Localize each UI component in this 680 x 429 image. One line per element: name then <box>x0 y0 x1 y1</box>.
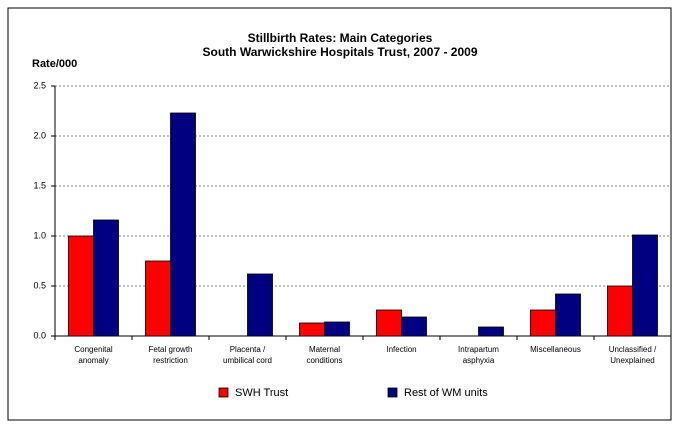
bar <box>555 293 581 337</box>
x-tick-label: anomaly <box>78 356 108 365</box>
y-axis-label: Rate/000 <box>32 58 77 70</box>
y-tick-label: 1.0 <box>33 230 46 240</box>
legend-label: SWH Trust <box>235 387 288 399</box>
legend-swatch <box>218 387 229 398</box>
y-tick-label: 0.5 <box>33 280 46 290</box>
x-tick-label: Congenital <box>74 345 112 354</box>
bar <box>93 219 119 337</box>
legend-label: Rest of WM units <box>404 387 488 399</box>
y-tick-label: 1.5 <box>33 180 46 190</box>
x-tick-label: Fetal growth <box>148 345 192 354</box>
bar <box>376 309 402 337</box>
y-tick-label: 0.0 <box>33 330 46 340</box>
bar <box>247 273 273 337</box>
x-tick-label: Placenta / <box>230 345 266 354</box>
x-tick-label: restriction <box>153 356 188 365</box>
x-tick-label: conditions <box>306 356 342 365</box>
x-tick-label: Intrapartum <box>458 345 499 354</box>
x-tick-label: Unexplained <box>610 356 654 365</box>
bar <box>478 326 504 337</box>
chart-title: Stillbirth Rates: Main Categories <box>248 31 433 45</box>
bar <box>68 235 94 337</box>
bar <box>632 234 658 337</box>
x-tick-label: Infection <box>386 345 416 354</box>
x-tick-label: Maternal <box>309 345 340 354</box>
x-tick-label: Unclassified / <box>609 345 657 354</box>
bar <box>401 316 427 337</box>
bar <box>299 322 325 337</box>
legend-swatch <box>387 387 398 398</box>
bar <box>530 309 556 337</box>
chart-subtitle: South Warwickshire Hospitals Trust, 2007… <box>203 45 478 59</box>
bar <box>607 285 633 337</box>
bar <box>170 112 196 337</box>
bar <box>145 260 171 337</box>
y-tick-label: 2.0 <box>33 130 46 140</box>
x-tick-label: umbilical cord <box>223 356 272 365</box>
chart-frame <box>7 7 672 421</box>
y-tick-label: 2.5 <box>33 80 46 90</box>
bar <box>324 321 350 337</box>
x-tick-label: asphyxia <box>463 356 495 365</box>
x-tick-label: Miscellaneous <box>530 345 581 354</box>
